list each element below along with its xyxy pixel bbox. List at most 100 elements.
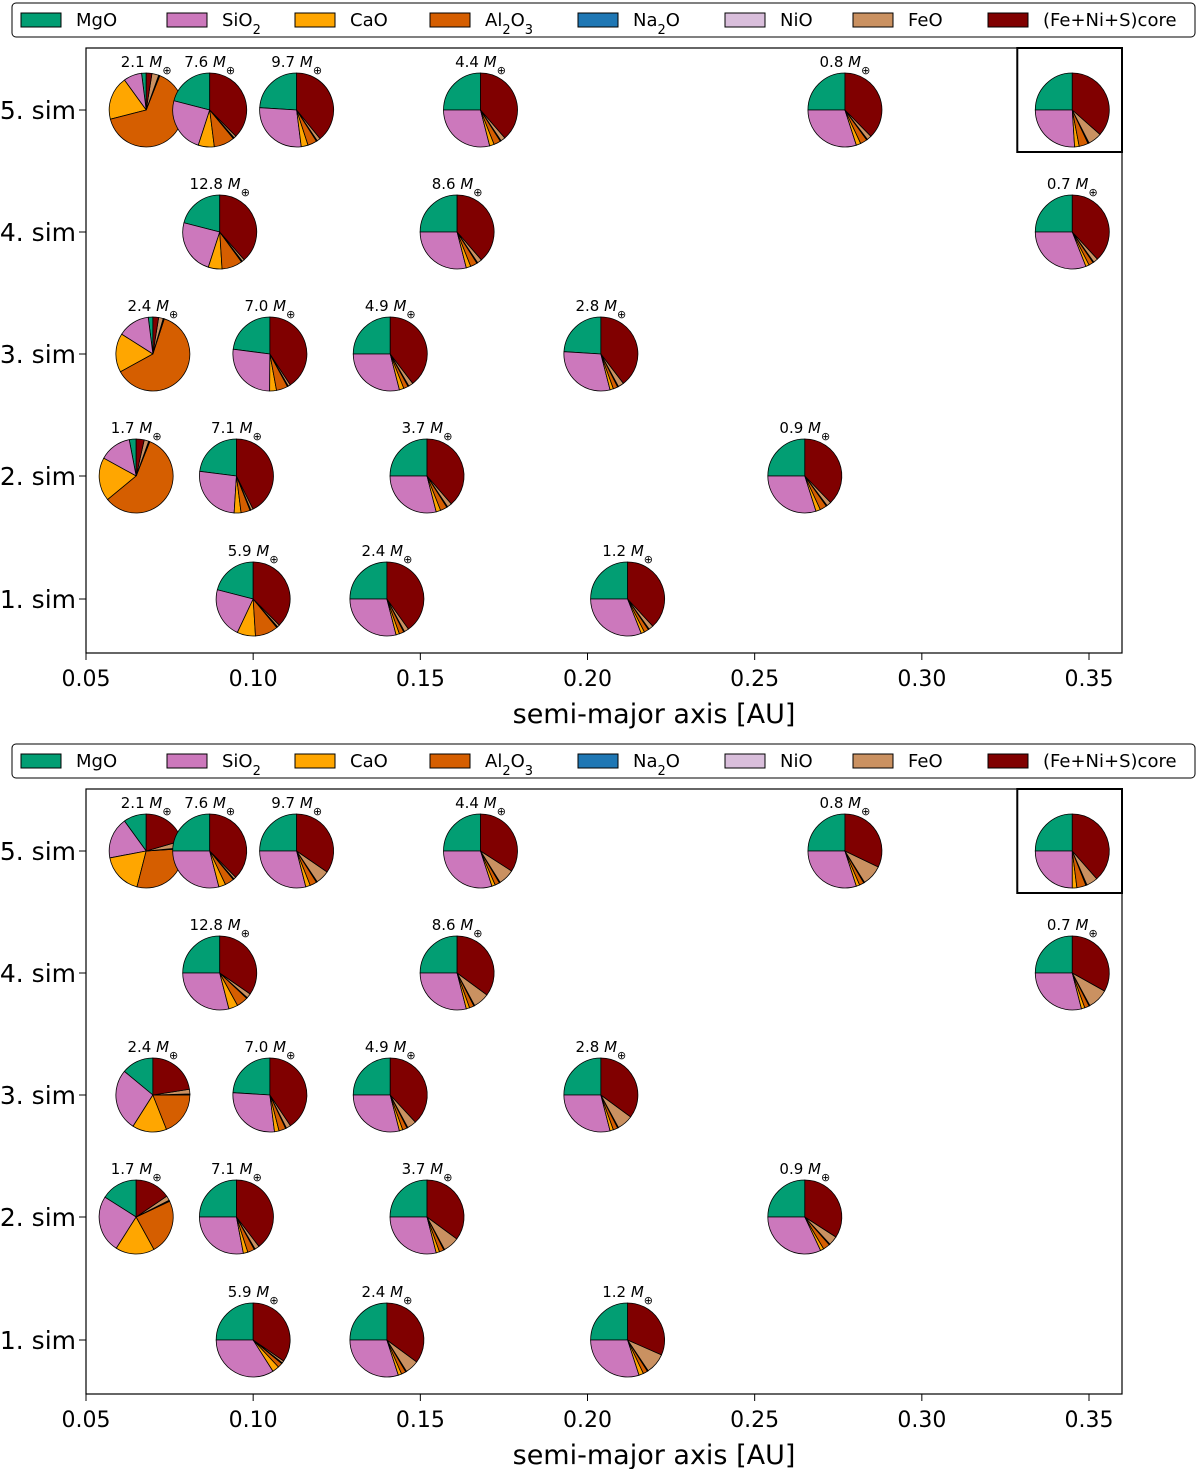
legend-patch — [577, 753, 619, 769]
legend-label: MgO — [76, 10, 117, 31]
pie-slice — [844, 813, 883, 868]
pie-slice — [215, 1302, 254, 1341]
pie-slice — [590, 561, 629, 600]
planet-pie: 8.6 M⊕ — [419, 916, 495, 1011]
pie-slice — [152, 1094, 191, 1130]
planet-mass-label: 2.8 M⊕ — [575, 297, 626, 321]
pie-slice — [172, 100, 211, 146]
pie-slice — [352, 1094, 400, 1133]
planet-pie: 2.4 M⊕ — [349, 1283, 425, 1378]
planet-pie: 5.9 M⊕ — [215, 1283, 291, 1378]
pie-slice — [767, 475, 817, 514]
legend-label: (Fe+Ni+S)core — [1043, 10, 1177, 31]
highlight-box — [1016, 788, 1123, 894]
planet-mass-label: 0.7 M⊕ — [1047, 175, 1098, 199]
planet-pie — [1034, 813, 1110, 889]
legend-item: NiO — [724, 10, 813, 31]
legend: MgO SiO2 CaO Al2O3 Na2O NiO FeO (Fe+Ni+S)core — [11, 2, 1196, 38]
pie-slice — [1071, 935, 1110, 992]
pie-slice — [590, 598, 642, 637]
legend-label: NiO — [780, 10, 813, 31]
pie-slice — [182, 935, 221, 974]
pie-slice — [119, 318, 191, 392]
planet-pie: 4.9 M⊕ — [352, 297, 428, 392]
y-tick-label: 4. sim — [0, 959, 76, 988]
legend-item: MgO — [20, 10, 117, 31]
planet-pie: 2.4 M⊕ — [115, 1038, 191, 1133]
planet-pie: 2.8 M⊕ — [563, 1038, 639, 1133]
planet-mass-label: 2.1 M⊕ — [121, 794, 172, 818]
pie-slice — [236, 1179, 274, 1247]
planet-pie: 12.8 M⊕ — [182, 916, 258, 1011]
pie-slice — [108, 820, 147, 859]
pie-slice — [352, 353, 400, 392]
pie-slice — [456, 935, 495, 996]
legend-item: Al2O3 — [429, 751, 533, 779]
pie-slice — [426, 438, 465, 505]
legend-item: NiO — [724, 751, 813, 772]
y-tick-label: 2. sim — [0, 462, 76, 491]
planet-pie: 1.2 M⊕ — [590, 1283, 666, 1378]
legend-item: SiO2 — [166, 10, 261, 38]
planet-mass-label: 4.4 M⊕ — [455, 53, 506, 77]
pie-slice — [109, 850, 147, 888]
pie-slice — [590, 1302, 629, 1341]
planet-pie: 9.7 M⊕ — [259, 53, 334, 148]
planet-mass-label: 8.6 M⊕ — [432, 175, 483, 199]
pie-slice — [259, 72, 298, 111]
pie-slice — [209, 813, 248, 878]
pie-slice — [232, 1092, 275, 1133]
planet-mass-label: 2.4 M⊕ — [361, 1283, 412, 1307]
pie-slice — [183, 194, 221, 233]
planet-pie: 3.7 M⊕ — [389, 419, 465, 514]
legend-patch — [429, 753, 471, 769]
planet-pie: 8.6 M⊕ — [419, 175, 495, 270]
x-tick-label: 0.05 — [62, 667, 111, 692]
pie-slice — [236, 438, 274, 510]
legend-item: Na2O — [577, 751, 680, 779]
pie-slice — [182, 972, 230, 1011]
pie-slice — [109, 75, 184, 148]
legend-item: FeO — [852, 10, 943, 31]
legend-patch — [20, 753, 62, 769]
pie-slice — [627, 1302, 666, 1356]
planet-pie: 7.0 M⊕ — [232, 297, 308, 392]
pie-slice — [173, 72, 211, 111]
pie-slice — [269, 1057, 308, 1127]
planet-pie: 7.1 M⊕ — [199, 1160, 274, 1255]
pie-slice — [426, 1179, 465, 1240]
planet-mass-label: 9.7 M⊕ — [271, 794, 322, 818]
planet-mass-label: 1.7 M⊕ — [111, 1160, 162, 1184]
y-tick-label: 4. sim — [0, 218, 76, 247]
pie-slice — [1071, 72, 1110, 136]
x-tick-label: 0.15 — [396, 667, 445, 692]
planet-pie: 7.6 M⊕ — [172, 794, 248, 889]
pie-slice — [386, 561, 425, 630]
y-tick-label: 3. sim — [0, 1081, 76, 1110]
pie-slice — [767, 1216, 822, 1255]
pie-slice — [1034, 194, 1073, 233]
legend-label: FeO — [908, 751, 943, 772]
pie-slice — [389, 438, 428, 477]
panel-top: 0.05 0.10 0.15 0.20 0.25 0.30 0.35 1. sim 2. sim… — [0, 47, 1123, 730]
planet-pie: 4.4 M⊕ — [443, 794, 518, 889]
legend-item: Na2O — [577, 10, 680, 38]
planet-pie: 0.9 M⊕ — [767, 419, 843, 514]
y-tick-label: 5. sim — [0, 837, 76, 866]
pie-slice — [107, 441, 174, 514]
pie-slice — [296, 813, 334, 873]
x-tick-label: 0.25 — [730, 1408, 779, 1433]
pie-slice — [443, 72, 481, 111]
legend-item: CaO — [294, 10, 388, 31]
pie-slice — [767, 1179, 806, 1218]
legend: MgO SiO2 CaO Al2O3 Na2O NiO FeO (Fe+Ni+S)core — [11, 743, 1196, 779]
planet-mass-label: 9.7 M⊕ — [271, 53, 322, 77]
y-tick-label: 5. sim — [0, 96, 76, 125]
pie-slice — [269, 316, 308, 386]
planet-mass-label: 4.4 M⊕ — [455, 794, 506, 818]
pie-slice — [563, 351, 611, 392]
pie-slice — [1071, 813, 1110, 880]
x-tick-label: 0.35 — [1065, 667, 1114, 692]
legend-label: CaO — [350, 751, 388, 772]
pie-slice — [259, 107, 302, 148]
